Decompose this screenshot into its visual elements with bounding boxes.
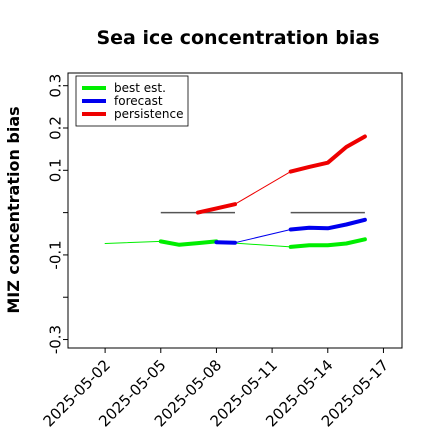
series-persistence-segment-0	[195, 202, 237, 215]
y-tick-label: 0.2	[47, 116, 65, 140]
y-tick-label: -0.3	[47, 325, 65, 354]
series-forecast-segment-0	[214, 240, 237, 245]
y-axis-ticks: 0.3 0.2 0.1 -0.1 -0.3	[47, 74, 68, 354]
legend-box	[75, 75, 189, 127]
x-axis-ticks: 2025-05-022025-05-052025-05-082025-05-11…	[40, 348, 392, 430]
y-tick-label: 0.3	[47, 74, 65, 98]
series-best-est-segment-3	[288, 237, 367, 249]
series-persistence-segment-2	[288, 134, 367, 174]
y-tick-label: -0.1	[47, 240, 65, 269]
series-forecast-segment-2	[288, 217, 367, 232]
legend-label: forecast	[114, 94, 163, 108]
series-persistence-segment-1	[234, 171, 292, 205]
legend-label: persistence	[114, 107, 183, 121]
series-best-est-segment-0	[104, 240, 162, 244]
series-layer	[104, 134, 367, 249]
y-axis-label: MIZ concentration bias	[4, 106, 23, 313]
legend-label: best est.	[114, 81, 166, 95]
plot-area	[67, 72, 403, 349]
series-forecast-segment-1	[234, 229, 292, 244]
y-tick-label: 0.1	[47, 158, 65, 182]
chart-title: Sea ice concentration bias	[96, 27, 379, 49]
series-best-est-segment-1	[158, 239, 219, 247]
